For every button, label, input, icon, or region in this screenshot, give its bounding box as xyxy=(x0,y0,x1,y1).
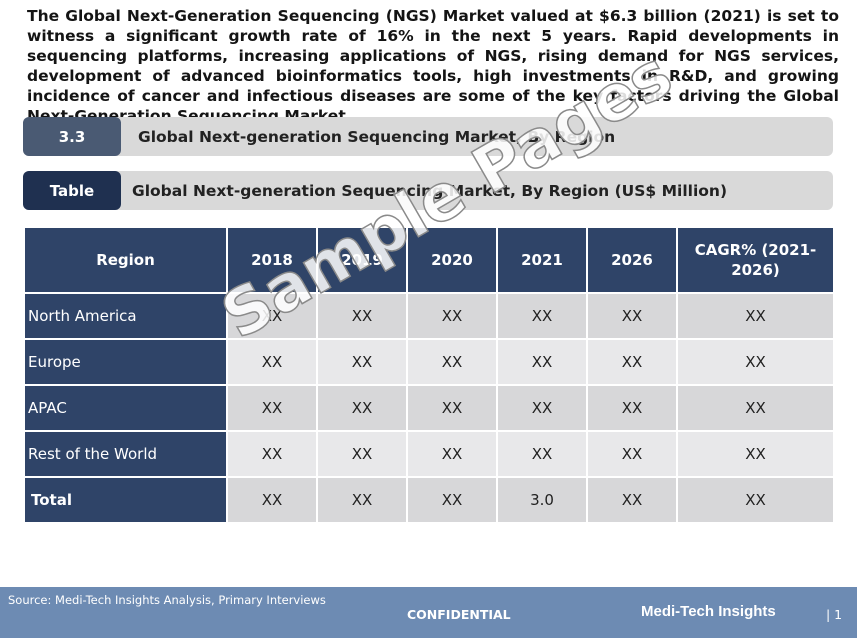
table-title: Global Next-generation Sequencing Market… xyxy=(132,181,728,200)
confidential-label: CONFIDENTIAL xyxy=(407,607,511,622)
region-cell: Europe xyxy=(23,338,228,386)
section-number: 3.3 xyxy=(23,117,121,156)
table-row: Rest of the World XX XX XX XX XX XX xyxy=(23,430,835,478)
table-tag: Table xyxy=(23,171,121,210)
value-cell: XX xyxy=(406,292,498,340)
value-cell: XX xyxy=(676,476,835,524)
table-row: North America XX XX XX XX XX XX xyxy=(23,292,835,340)
value-cell: XX xyxy=(226,476,318,524)
value-cell: XX xyxy=(586,384,678,432)
value-cell: XX xyxy=(316,476,408,524)
source-note: Source: Medi-Tech Insights Analysis, Pri… xyxy=(8,593,326,607)
value-cell: XX xyxy=(586,338,678,386)
value-cell: XX xyxy=(496,292,588,340)
value-cell: XX xyxy=(406,384,498,432)
value-cell: XX xyxy=(676,430,835,478)
value-cell: XX xyxy=(676,384,835,432)
table-row: APAC XX XX XX XX XX XX xyxy=(23,384,835,432)
value-cell: XX xyxy=(676,338,835,386)
region-market-table: Region 2018 2019 2020 2021 2026 CAGR% (2… xyxy=(23,226,835,524)
brand-logo-text: Medi-Tech Insights xyxy=(641,603,776,620)
table-row: Europe XX XX XX XX XX XX xyxy=(23,338,835,386)
footer-bar: Source: Medi-Tech Insights Analysis, Pri… xyxy=(0,587,857,638)
value-cell: XX xyxy=(676,292,835,340)
value-cell: 3.0 xyxy=(496,476,588,524)
value-cell: XX xyxy=(406,430,498,478)
page-number: | 1 xyxy=(826,607,843,622)
value-cell: XX xyxy=(496,430,588,478)
table-heading-bar: Table Global Next-generation Sequencing … xyxy=(23,171,833,210)
column-header-2021: 2021 xyxy=(496,226,588,294)
value-cell: XX xyxy=(316,384,408,432)
total-label-cell: Total xyxy=(23,476,228,524)
value-cell: XX xyxy=(406,476,498,524)
column-header-2018: 2018 xyxy=(226,226,318,294)
section-title: Global Next-generation Sequencing Market… xyxy=(138,127,616,146)
value-cell: XX xyxy=(226,430,318,478)
column-header-2020: 2020 xyxy=(406,226,498,294)
value-cell: XX xyxy=(316,338,408,386)
section-heading-bar: 3.3 Global Next-generation Sequencing Ma… xyxy=(23,117,833,156)
value-cell: XX xyxy=(226,338,318,386)
value-cell: XX xyxy=(586,476,678,524)
value-cell: XX xyxy=(226,292,318,340)
region-cell: Rest of the World xyxy=(23,430,228,478)
column-header-2026: 2026 xyxy=(586,226,678,294)
value-cell: XX xyxy=(496,384,588,432)
intro-paragraph: The Global Next-Generation Sequencing (N… xyxy=(27,7,839,125)
region-cell: APAC xyxy=(23,384,228,432)
table-header-row: Region 2018 2019 2020 2021 2026 CAGR% (2… xyxy=(23,226,835,294)
value-cell: XX xyxy=(586,430,678,478)
value-cell: XX xyxy=(586,292,678,340)
value-cell: XX xyxy=(226,384,318,432)
region-cell: North America xyxy=(23,292,228,340)
value-cell: XX xyxy=(406,338,498,386)
column-header-region: Region xyxy=(23,226,228,294)
value-cell: XX xyxy=(496,338,588,386)
table-total-row: Total XX XX XX 3.0 XX XX xyxy=(23,476,835,524)
value-cell: XX xyxy=(316,430,408,478)
column-header-cagr: CAGR% (2021-2026) xyxy=(676,226,835,294)
value-cell: XX xyxy=(316,292,408,340)
column-header-2019: 2019 xyxy=(316,226,408,294)
